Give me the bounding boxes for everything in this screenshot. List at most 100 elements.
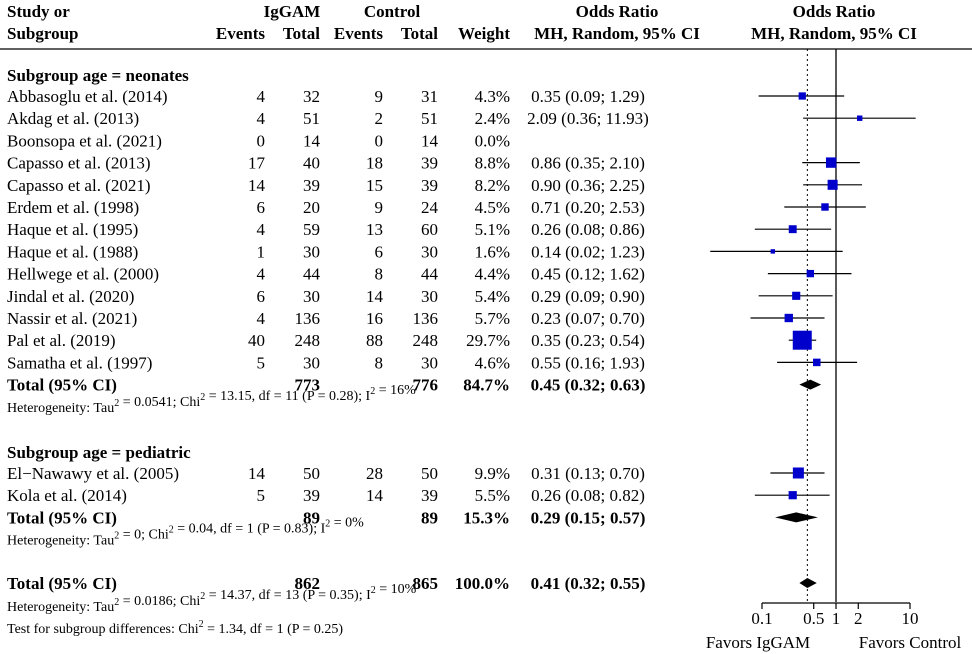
iggam-total: 20 xyxy=(303,198,320,217)
study-marker xyxy=(788,225,797,234)
control-events: 14 xyxy=(366,486,384,505)
iggam-events: 14 xyxy=(248,176,266,195)
control-events: 28 xyxy=(366,464,383,483)
subgroup-difference-test: Test for subgroup differences: Chi2 = 1.… xyxy=(7,619,343,637)
subgroup-heterogeneity-0-sup-2: 2 xyxy=(370,386,375,397)
subgroup-label-0: Subgroup age = neonates xyxy=(7,66,189,85)
x-axis-tick-label: 0.1 xyxy=(751,609,772,628)
subgroup-total-label-0: Total (95% CI) xyxy=(7,376,117,395)
control-total: 51 xyxy=(421,109,438,128)
or-ci-text: 0.86 (0.35; 2.10) xyxy=(531,154,645,173)
control-total: 60 xyxy=(421,220,438,239)
iggam-total: 51 xyxy=(303,109,320,128)
subgroup-heterogeneity-0-sup-1: 2 xyxy=(200,392,205,403)
iggam-total: 248 xyxy=(295,331,321,350)
subgroup-heterogeneity-1-part-1: = 0; Chi xyxy=(119,528,169,543)
study-name: Pal et al. (2019) xyxy=(7,331,116,350)
weight-value: 2.4% xyxy=(475,109,510,128)
overall-heterogeneity-part-0: Heterogeneity: Tau xyxy=(7,600,114,615)
iggam-total: 32 xyxy=(303,87,320,106)
control-events: 6 xyxy=(375,242,384,261)
control-total: 30 xyxy=(421,353,438,372)
subgroup-total-label-1: Total (95% CI) xyxy=(7,508,117,527)
weight-value: 0.0% xyxy=(475,131,510,150)
subgroup-heterogeneity-1-part-0: Heterogeneity: Tau xyxy=(7,534,114,549)
subgroup-heterogeneity-1-sup-0: 2 xyxy=(114,531,119,542)
or-ci-text: 0.35 (0.09; 1.29) xyxy=(531,87,645,106)
study-name: Kola et al. (2014) xyxy=(7,486,127,505)
iggam-total: 30 xyxy=(303,287,320,306)
x-axis-tick-label: 2 xyxy=(854,609,863,628)
header-or-title: Odds Ratio xyxy=(576,2,659,21)
overall-heterogeneity: Heterogeneity: Tau2 = 0.0186; Chi2 = 14.… xyxy=(7,582,417,615)
iggam-events: 1 xyxy=(257,242,266,261)
subgroup-total-control-1: 89 xyxy=(421,508,438,527)
control-events: 14 xyxy=(366,287,384,306)
study-marker xyxy=(825,157,837,168)
control-events: 15 xyxy=(366,176,383,195)
weight-value: 4.5% xyxy=(475,198,510,217)
iggam-events: 4 xyxy=(257,109,266,128)
favors-left-label: Favors IgGAM xyxy=(706,633,810,652)
header-study-line2: Subgroup xyxy=(7,24,79,43)
study-marker xyxy=(813,358,821,367)
control-total: 39 xyxy=(421,486,438,505)
control-total: 14 xyxy=(421,131,439,150)
study-marker xyxy=(792,467,804,479)
subgroup-total-iggam-1: 89 xyxy=(303,508,320,527)
study-name: Haque et al. (1995) xyxy=(7,220,138,239)
subgroup-test-part-1: = 1.34, df = 1 (P = 0.25) xyxy=(204,622,344,637)
control-total: 136 xyxy=(413,309,439,328)
overall-heterogeneity-sup-0: 2 xyxy=(114,597,119,608)
subgroup-heterogeneity-1-sup-2: 2 xyxy=(325,519,330,530)
or-ci-text: 0.23 (0.07; 0.70) xyxy=(531,309,645,328)
iggam-total: 39 xyxy=(303,176,320,195)
iggam-events: 5 xyxy=(257,353,266,372)
or-ci-text: 0.26 (0.08; 0.86) xyxy=(531,220,645,239)
subgroup-heterogeneity-0: Heterogeneity: Tau2 = 0.0541; Chi2 = 13.… xyxy=(7,383,416,416)
iggam-events: 4 xyxy=(257,265,266,284)
weight-value: 8.8% xyxy=(475,154,510,173)
control-events: 2 xyxy=(375,109,384,128)
control-events: 9 xyxy=(375,198,384,217)
study-marker xyxy=(798,92,806,100)
overall-heterogeneity-sup-1: 2 xyxy=(200,591,205,602)
control-total: 248 xyxy=(413,331,439,350)
study-name: Akdag et al. (2013) xyxy=(7,109,139,128)
study-name: El−Nawawy et al. (2005) xyxy=(7,464,179,483)
subgroup-diamond-0 xyxy=(799,379,822,390)
header-study-line1: Study or xyxy=(7,2,70,21)
study-marker xyxy=(806,269,815,278)
header-group-iggam: IgGAM xyxy=(264,2,321,21)
header-iggam-events: Events xyxy=(216,24,266,43)
iggam-total: 39 xyxy=(303,486,320,505)
header-or-method: MH, Random, 95% CI xyxy=(534,24,700,43)
iggam-events: 14 xyxy=(248,464,266,483)
study-marker xyxy=(792,291,801,300)
subgroup-heterogeneity-1-part-3: = 0% xyxy=(330,516,364,531)
overall-total-label: Total (95% CI) xyxy=(7,574,117,593)
iggam-total: 44 xyxy=(303,265,321,284)
study-marker xyxy=(784,313,793,323)
iggam-events: 4 xyxy=(257,87,266,106)
weight-value: 5.4% xyxy=(475,287,510,306)
header-iggam-total: Total xyxy=(283,24,320,43)
subgroup-heterogeneity-0-part-0: Heterogeneity: Tau xyxy=(7,401,114,416)
weight-value: 4.4% xyxy=(475,265,510,284)
study-marker xyxy=(827,179,838,190)
subgroup-total-iggam-0: 773 xyxy=(295,376,321,395)
study-name: Capasso et al. (2013) xyxy=(7,154,151,173)
study-name: Samatha et al. (1997) xyxy=(7,353,152,372)
subgroup-heterogeneity-0-part-2: = 13.15, df = 11 (P = 0.28); I xyxy=(205,389,370,404)
subgroup-total-or-0: 0.45 (0.32; 0.63) xyxy=(531,376,646,395)
study-marker xyxy=(770,249,776,254)
iggam-events: 17 xyxy=(248,154,266,173)
subgroup-heterogeneity-1: Heterogeneity: Tau2 = 0; Chi2 = 0.04, df… xyxy=(7,516,364,549)
study-name: Erdem et al. (1998) xyxy=(7,198,139,217)
overall-heterogeneity-part-2: = 14.37, df = 13 (P = 0.35); I xyxy=(205,588,371,603)
iggam-events: 40 xyxy=(248,331,265,350)
or-ci-text: 0.55 (0.16; 1.93) xyxy=(531,353,645,372)
control-events: 88 xyxy=(366,331,383,350)
control-events: 0 xyxy=(375,131,384,150)
control-events: 9 xyxy=(375,87,384,106)
